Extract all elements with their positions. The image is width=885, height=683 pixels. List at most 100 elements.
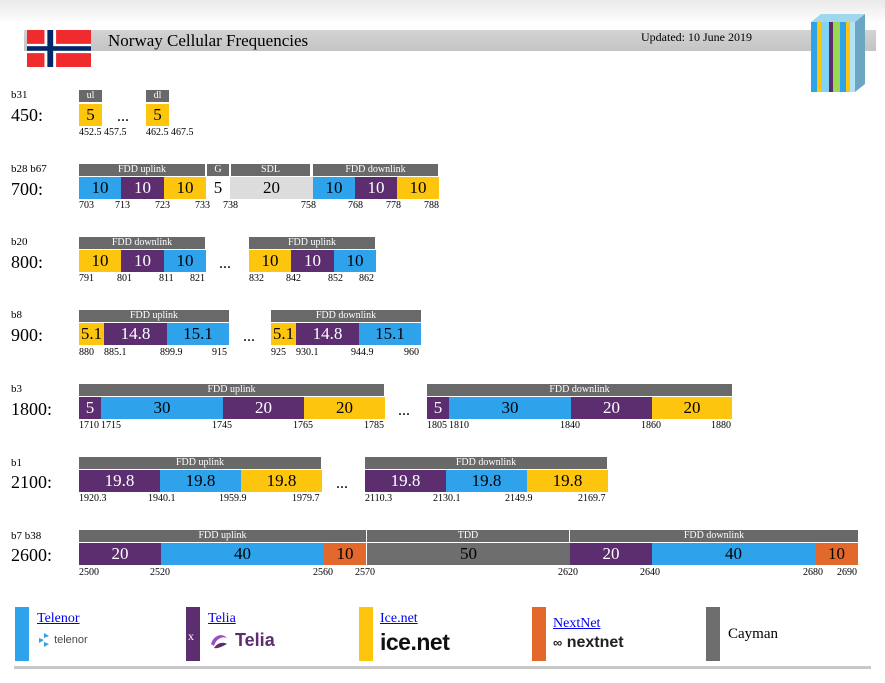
ellipsis: ... [243, 328, 255, 345]
tick-label: 885.1 [104, 347, 127, 358]
tick-label: 1920.3 [79, 493, 107, 504]
tick-label: 880 [79, 347, 94, 358]
block-ice: 5.1 [271, 323, 296, 345]
block-nextnet: 10 [324, 543, 366, 565]
band-label-900: b8 [11, 309, 22, 321]
block-cayman: 50 [367, 543, 570, 565]
header-fdd-downlink: FDD downlink [365, 457, 607, 469]
tick-label: 899.9 [160, 347, 183, 358]
tick-label: 915 [212, 347, 227, 358]
legend-swatch-nextnet [532, 607, 546, 661]
tick-label: 944.9 [351, 347, 374, 358]
block-guard: 5 [206, 177, 230, 199]
tick-label: 821 [190, 273, 205, 284]
tick-label: 791 [79, 273, 94, 284]
tick-label: 1765 [293, 420, 313, 431]
block-telia: 20 [570, 543, 652, 565]
nextnet-logo-text: nextnet [566, 634, 624, 651]
tick-label: 1715 [101, 420, 121, 431]
ellipsis: ... [336, 475, 348, 492]
header-bar [24, 30, 876, 51]
legend-swatch-cayman [706, 607, 720, 661]
header-fdd-uplink: FDD uplink [79, 457, 321, 469]
bottom-divider [14, 666, 871, 669]
header-fdd-downlink: FDD downlink [427, 384, 732, 396]
page-title: Norway Cellular Frequencies [108, 31, 309, 50]
block-telenor: 10 [334, 250, 376, 272]
header-fdd-downlink: FDD downlink [313, 164, 438, 176]
tick-label: 778 [386, 200, 401, 211]
block-telenor: 10 [313, 177, 355, 199]
block-telia: 14.8 [296, 323, 359, 345]
telia-link[interactable]: Telia [208, 611, 236, 626]
ice-link[interactable]: Ice.net [380, 611, 418, 626]
block-telia: 10 [291, 250, 334, 272]
tick-label: 2620 [558, 567, 578, 578]
tick-label: 2110.3 [365, 493, 393, 504]
band-label-2600: b7 b38 [11, 530, 42, 542]
freq-label-450: 450: [11, 105, 44, 125]
tick-label: 452.5 [79, 127, 102, 138]
ellipsis: ... [398, 402, 410, 419]
block-ice: 10 [79, 250, 121, 272]
block-telenor: 19.8 [446, 470, 527, 492]
band-label-2100: b1 [11, 457, 22, 469]
tick-label: 2149.9 [505, 493, 533, 504]
header-ul-450: ul [79, 90, 102, 102]
block-telia: 20 [571, 397, 652, 419]
telenor-icon [39, 633, 49, 647]
ice-logo: ice.net [380, 629, 450, 655]
block-telia: 20 [79, 543, 161, 565]
tick-label: 1710 [79, 420, 99, 431]
tick-label: 1860 [641, 420, 661, 431]
tick-label: 2520 [150, 567, 170, 578]
block-telenor: 30 [449, 397, 571, 419]
tick-label: 801 [117, 273, 132, 284]
block-ice: 20 [304, 397, 385, 419]
block-ice: 19.8 [241, 470, 322, 492]
block-ice: 10 [397, 177, 439, 199]
block-telia: 10 [355, 177, 397, 199]
tick-label: 713 [115, 200, 130, 211]
telia-logo-text: Telia [235, 630, 275, 650]
tick-label: 2500 [79, 567, 99, 578]
tick-label: 832 [249, 273, 264, 284]
block-telia: 10 [121, 177, 164, 199]
header-fdd-downlink: FDD downlink [271, 310, 421, 322]
telenor-link[interactable]: Telenor [37, 611, 80, 626]
tick-label: 2640 [640, 567, 660, 578]
block-nextnet: 10 [815, 543, 858, 565]
telia-mark: x [188, 629, 194, 643]
tick-label: 852 [328, 273, 343, 284]
header-fdd-uplink: FDD uplink [79, 310, 229, 322]
block-ice: 5 [146, 104, 169, 126]
nextnet-icon: ∞ [553, 635, 563, 650]
freq-label-2600: 2600: [11, 545, 53, 565]
legend-swatch-ice [359, 607, 373, 661]
nextnet-link[interactable]: NextNet [553, 616, 601, 631]
header-dl-450: dl [146, 90, 169, 102]
telenor-logo: telenor [37, 632, 88, 648]
top-gradient [0, 0, 885, 24]
block-telenor: 15.1 [359, 323, 421, 345]
norway-flag [27, 30, 91, 67]
tick-label: 703 [79, 200, 94, 211]
telenor-logo-text: telenor [54, 633, 88, 646]
header-fdd-downlink: FDD downlink [570, 530, 858, 542]
freq-label-1800: 1800: [11, 399, 53, 419]
ellipsis: ... [117, 108, 129, 125]
block-telenor: 19.8 [160, 470, 241, 492]
header-fdd-uplink: FDD uplink [79, 384, 384, 396]
spectrum-logo [811, 14, 865, 92]
header-fdd-uplink: FDD uplink [79, 530, 366, 542]
tick-label: 788 [424, 200, 439, 211]
block-ice: 5.1 [79, 323, 104, 345]
block-ice: 5 [79, 104, 102, 126]
block-telia: 5 [79, 397, 101, 419]
nextnet-logo: ∞ nextnet [553, 634, 624, 652]
block-telia: 5 [427, 397, 449, 419]
header-sdl: SDL [231, 164, 310, 176]
tick-label: 723 [155, 200, 170, 211]
tick-label: 1959.9 [219, 493, 247, 504]
tick-label: 2169.7 [578, 493, 606, 504]
